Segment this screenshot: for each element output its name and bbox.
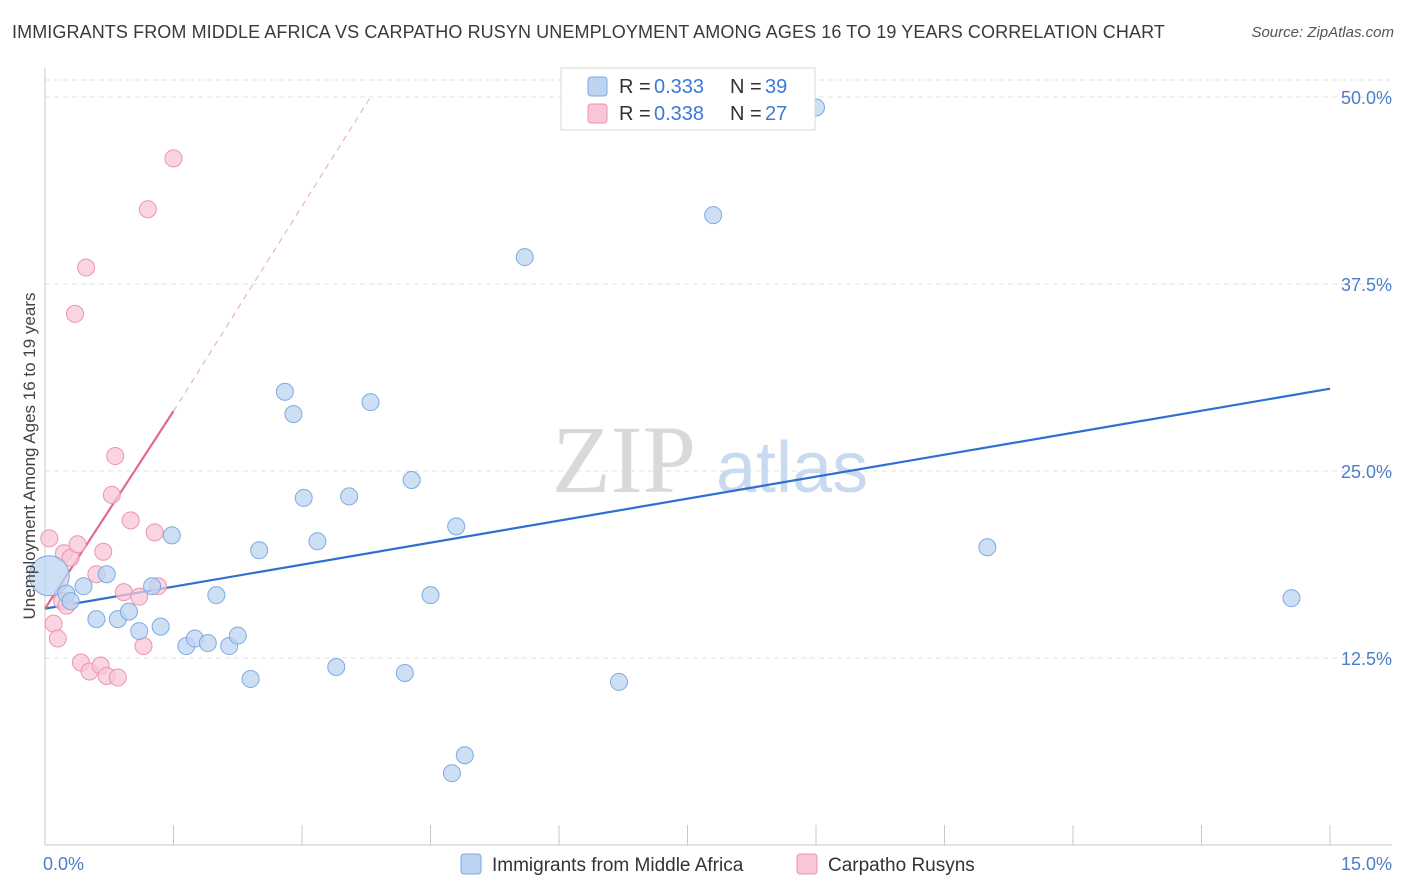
point-carpatho-rusyns xyxy=(68,535,87,554)
point-middle-africa xyxy=(340,487,359,506)
y-tick-label: 12.5% xyxy=(1341,649,1392,669)
point-carpatho-rusyns xyxy=(48,629,67,648)
grid-lines xyxy=(45,79,1390,659)
point-carpatho-rusyns xyxy=(40,529,59,548)
point-middle-africa xyxy=(1282,589,1301,608)
point-middle-africa xyxy=(609,672,628,691)
point-middle-africa xyxy=(455,746,474,765)
point-middle-africa xyxy=(143,577,162,596)
y-tick-label: 25.0% xyxy=(1341,462,1392,482)
watermark-atlas: atlas xyxy=(716,428,868,508)
legend-r-value-2: 0.338 xyxy=(654,103,704,125)
point-middle-africa xyxy=(294,488,313,507)
point-middle-africa xyxy=(241,669,260,688)
point-carpatho-rusyns xyxy=(130,587,149,606)
point-middle-africa xyxy=(151,617,170,636)
x-tick-label: 15.0% xyxy=(1341,854,1392,874)
watermark-zip: ZIP xyxy=(552,406,696,513)
legend-swatch-pink xyxy=(587,103,608,124)
legend-swatch-blue xyxy=(587,76,608,97)
point-middle-africa xyxy=(978,538,997,557)
point-carpatho-rusyns xyxy=(102,485,121,504)
trend-lines xyxy=(44,96,1331,610)
point-carpatho-rusyns xyxy=(134,637,153,656)
point-carpatho-rusyns xyxy=(65,304,84,323)
point-carpatho-rusyns xyxy=(114,583,133,602)
point-middle-africa xyxy=(162,526,181,545)
point-carpatho-rusyns xyxy=(121,511,140,530)
top-legend: R = 0.333 N = 39 R = 0.338 N = 27 xyxy=(560,67,816,131)
trend-line-carpatho-dashed xyxy=(172,96,372,412)
point-middle-africa xyxy=(447,517,466,536)
point-middle-africa xyxy=(361,393,380,412)
y-tick-label: 50.0% xyxy=(1341,88,1392,108)
point-middle-africa xyxy=(402,470,421,489)
point-middle-africa xyxy=(207,586,226,605)
point-carpatho-rusyns xyxy=(106,447,125,466)
point-carpatho-rusyns xyxy=(108,668,127,687)
legend-n-value-2: 27 xyxy=(765,103,787,125)
legend-n-value-1: 39 xyxy=(765,76,787,98)
trend-line-middle-africa xyxy=(44,387,1331,610)
point-middle-africa xyxy=(28,555,70,597)
legend-r-value-1: 0.333 xyxy=(654,76,704,98)
chart-source: Source: ZipAtlas.com xyxy=(1251,24,1394,41)
point-middle-africa xyxy=(87,610,106,629)
y-axis-title: Unemployment Among Ages 16 to 19 years xyxy=(20,293,39,620)
legend-n-label-1: N = xyxy=(730,76,762,98)
point-middle-africa xyxy=(327,657,346,676)
bottom-legend-label-1: Immigrants from Middle Africa xyxy=(492,855,744,876)
point-carpatho-rusyns xyxy=(138,200,157,219)
chart-title: IMMIGRANTS FROM MIDDLE AFRICA VS CARPATH… xyxy=(12,22,1165,42)
bottom-legend-swatch-blue xyxy=(460,853,482,875)
point-middle-africa xyxy=(421,586,440,605)
point-middle-africa xyxy=(228,626,247,645)
point-carpatho-rusyns xyxy=(44,614,63,633)
point-middle-africa xyxy=(61,592,80,611)
point-middle-africa xyxy=(284,405,303,424)
point-middle-africa xyxy=(130,622,149,641)
legend-n-label-2: N = xyxy=(730,103,762,125)
point-middle-africa xyxy=(74,577,93,596)
bottom-legend-label-2: Carpatho Rusyns xyxy=(828,855,975,876)
bottom-legend: Immigrants from Middle Africa Carpatho R… xyxy=(460,853,975,876)
legend-r-label-2: R = xyxy=(619,103,651,125)
point-middle-africa xyxy=(97,565,116,584)
point-carpatho-rusyns xyxy=(164,149,183,168)
point-middle-africa xyxy=(308,532,327,551)
y-tick-label: 37.5% xyxy=(1341,275,1392,295)
x-tick-label: 0.0% xyxy=(43,854,84,874)
watermark: ZIP atlas xyxy=(552,406,868,513)
point-carpatho-rusyns xyxy=(77,258,96,277)
point-middle-africa xyxy=(198,634,217,653)
point-carpatho-rusyns xyxy=(145,523,164,542)
axes: 12.5% 25.0% 37.5% 50.0% 0.0% 15.0% xyxy=(43,68,1392,874)
data-points xyxy=(28,98,1301,783)
point-middle-africa xyxy=(442,764,461,783)
point-middle-africa xyxy=(250,541,269,560)
point-carpatho-rusyns xyxy=(94,542,113,561)
legend-r-label-1: R = xyxy=(619,76,651,98)
point-middle-africa xyxy=(395,663,414,682)
point-middle-africa xyxy=(704,206,723,225)
point-middle-africa xyxy=(119,602,138,621)
bottom-legend-swatch-pink xyxy=(796,853,818,875)
point-middle-africa xyxy=(275,382,294,401)
point-middle-africa xyxy=(515,248,534,267)
